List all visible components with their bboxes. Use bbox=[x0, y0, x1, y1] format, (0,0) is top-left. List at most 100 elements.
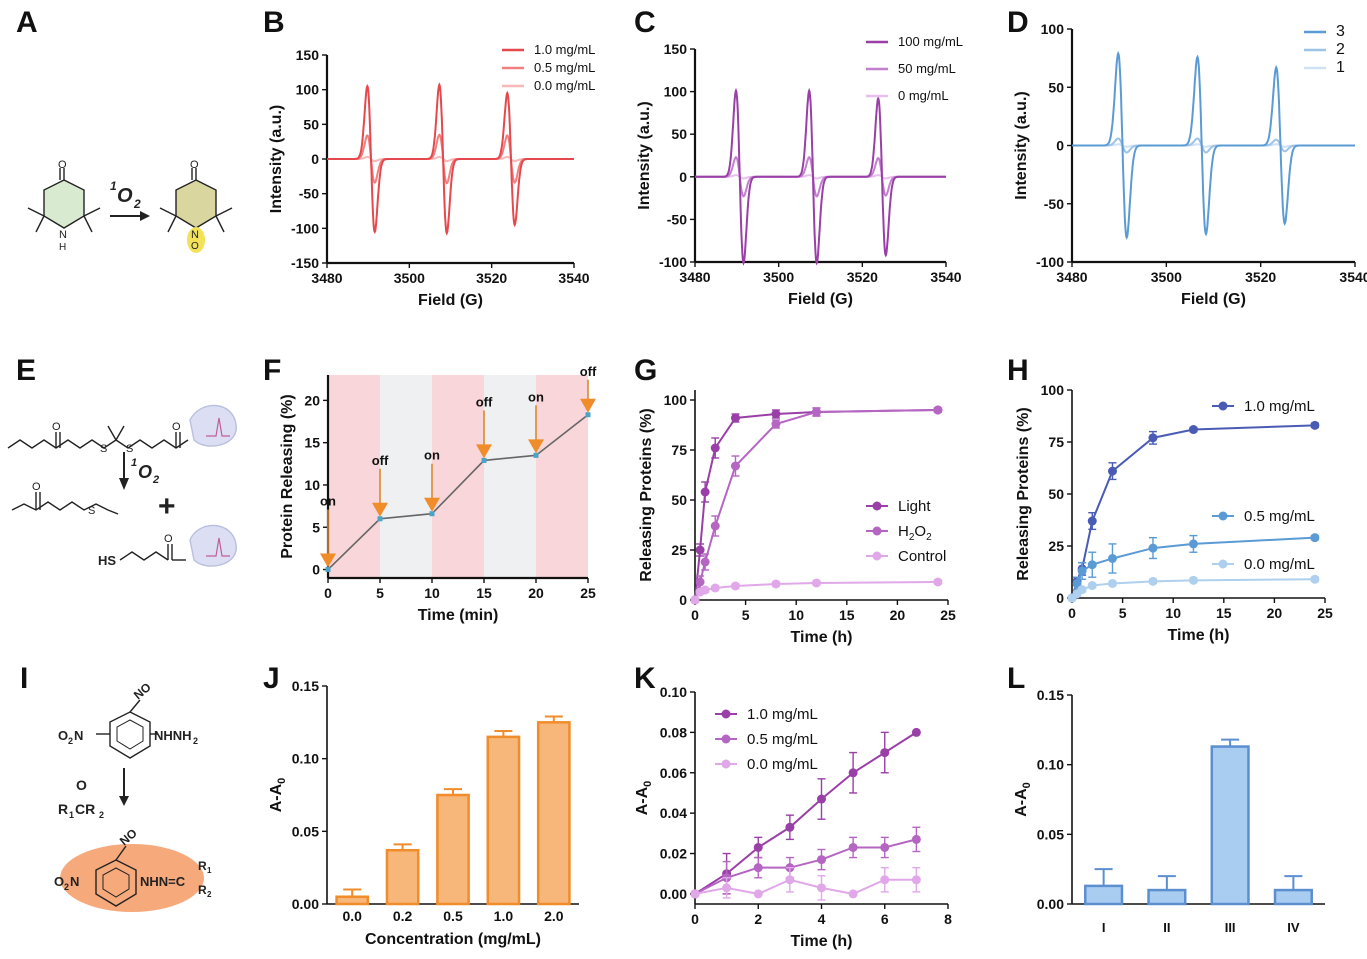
data-point bbox=[710, 521, 720, 531]
benzene-ring bbox=[109, 711, 151, 759]
series-line bbox=[694, 838, 917, 895]
panel-letter-j: J bbox=[263, 662, 280, 695]
y-axis-label: A-A0 bbox=[268, 778, 288, 813]
atom-o: O bbox=[172, 421, 181, 433]
legend-label: Control bbox=[898, 548, 946, 565]
ketone-r: R bbox=[58, 801, 68, 817]
x-tick-label: 25 bbox=[1317, 605, 1333, 621]
y-tick-label: 25 bbox=[671, 542, 687, 558]
x-axis-label: Time (h) bbox=[1168, 627, 1230, 644]
data-point bbox=[1107, 553, 1117, 563]
annotation-label: off bbox=[372, 453, 389, 468]
y-axis-label: Intensity (a.u.) bbox=[268, 105, 285, 213]
atom-n: N bbox=[191, 229, 199, 241]
bar bbox=[536, 721, 571, 906]
panel-letter-b: B bbox=[263, 6, 285, 39]
legend-marker bbox=[1218, 511, 1228, 521]
x-tick-label: 3540 bbox=[1339, 269, 1367, 285]
x-tick-label: 20 bbox=[890, 607, 906, 623]
legend-label: H2O2 bbox=[898, 523, 932, 543]
y-tick-label: 0.00 bbox=[1037, 896, 1064, 912]
chart-bar-j: 0.00 0.05 0.10 0.15 Concentration (mg/mL) A-A… bbox=[268, 678, 579, 948]
y-tick-label: 0 bbox=[312, 562, 320, 578]
data-point bbox=[1077, 566, 1087, 576]
nitro-sub: 2 bbox=[64, 882, 69, 892]
y-tick-label: -100 bbox=[1036, 254, 1064, 270]
data-point bbox=[848, 889, 858, 899]
release-line bbox=[327, 414, 589, 571]
bar bbox=[1273, 888, 1313, 906]
annotation-arrow-head bbox=[372, 502, 388, 517]
chart-line-k: 0.00 0.02 0.04 0.06 0.08 0.10 0 2 4 6 8 Time (h) A-A… bbox=[634, 684, 952, 950]
x-tick-label: 3500 bbox=[1151, 269, 1182, 285]
y-tick-label: 20 bbox=[304, 392, 320, 408]
linker-chain bbox=[7, 439, 189, 449]
ketone-r2-sub: 2 bbox=[99, 810, 104, 820]
category-label: III bbox=[1225, 920, 1236, 935]
panel-letter-c: C bbox=[634, 6, 656, 39]
category-label: 0.2 bbox=[393, 908, 413, 924]
scheme-a-temp-oxidation bbox=[27, 168, 233, 253]
y-axis-label: Protein Releasing (%) bbox=[279, 394, 296, 558]
x-tick-label: 3500 bbox=[394, 270, 425, 286]
bar bbox=[436, 793, 470, 906]
data-point bbox=[325, 567, 331, 573]
atom-n: N bbox=[59, 229, 67, 241]
legend-label: Light bbox=[898, 498, 931, 515]
protein-blob bbox=[189, 524, 237, 567]
x-tick-label: 25 bbox=[580, 585, 596, 601]
y-tick-label: 0.04 bbox=[660, 805, 687, 821]
spectrum-line bbox=[695, 87, 946, 266]
x-tick-label: 5 bbox=[1119, 605, 1127, 621]
y-tick-label: 0 bbox=[679, 169, 687, 185]
singlet-oxygen-sub: 2 bbox=[152, 474, 159, 486]
y-axis-label: Releasing Proteins (%) bbox=[1015, 407, 1032, 580]
data-point bbox=[730, 461, 740, 471]
data-point bbox=[1148, 576, 1158, 586]
bar bbox=[335, 895, 370, 906]
chart-line-g: 0 25 50 75 100 0 5 10 15 20 25 Time (h) Releasing Pr… bbox=[638, 390, 956, 646]
x-tick-label: 10 bbox=[424, 585, 440, 601]
atom-s: S bbox=[126, 443, 133, 455]
y-axis-label: Intensity (a.u.) bbox=[1013, 91, 1030, 199]
y-tick-label: 50 bbox=[1048, 486, 1064, 502]
x-axis-label: Time (min) bbox=[418, 607, 499, 624]
data-point bbox=[1087, 516, 1097, 526]
category-label: IV bbox=[1287, 920, 1300, 935]
light-off-band bbox=[380, 375, 432, 578]
x-tick-label: 6 bbox=[881, 911, 889, 927]
legend-label: 1.0 mg/mL bbox=[1244, 398, 1315, 415]
data-point bbox=[533, 452, 539, 458]
data-point bbox=[848, 768, 858, 778]
series-line bbox=[694, 878, 917, 895]
protein-blob bbox=[189, 404, 237, 447]
legend-marker bbox=[872, 501, 882, 511]
data-point bbox=[1310, 420, 1320, 430]
legend-label: 0.5 mg/mL bbox=[1244, 508, 1315, 525]
fragment-chain bbox=[11, 501, 119, 515]
singlet-oxygen-sub: 2 bbox=[133, 197, 141, 211]
annotation-label: off bbox=[580, 364, 597, 379]
legend-marker bbox=[872, 551, 882, 561]
data-point bbox=[880, 842, 890, 852]
data-point bbox=[785, 875, 795, 885]
hydrazine-sub: 2 bbox=[193, 736, 198, 746]
legend-label: 3 bbox=[1336, 23, 1345, 40]
y-tick-label: 0.00 bbox=[292, 896, 319, 912]
data-point bbox=[700, 585, 710, 595]
r2-sub: 2 bbox=[207, 890, 212, 899]
hydrazone-group: NHN=C bbox=[140, 874, 186, 889]
y-tick-label: -50 bbox=[667, 211, 687, 227]
legend-marker bbox=[721, 734, 731, 744]
y-tick-label: 0.05 bbox=[1037, 826, 1064, 842]
y-tick-label: 0.10 bbox=[660, 684, 687, 700]
x-tick-label: 3540 bbox=[558, 270, 589, 286]
data-point bbox=[700, 487, 710, 497]
annotation-label: off bbox=[476, 394, 493, 409]
annotation-label: on bbox=[528, 389, 544, 404]
data-point bbox=[1148, 433, 1158, 443]
data-point bbox=[1188, 575, 1198, 585]
y-tick-label: 0 bbox=[679, 592, 687, 608]
series-line bbox=[694, 731, 917, 895]
x-tick-label: 3500 bbox=[763, 269, 794, 285]
